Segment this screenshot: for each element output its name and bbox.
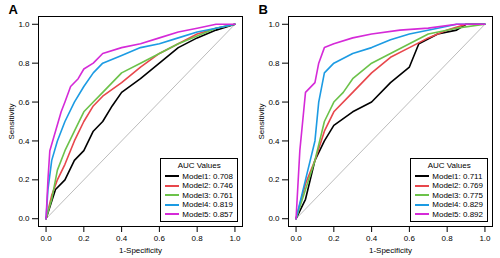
svg-text:Sensitivity: Sensitivity (7, 103, 16, 139)
svg-text:0.6: 0.6 (268, 98, 280, 107)
svg-text:0.0: 0.0 (268, 214, 280, 223)
svg-text:0.6: 0.6 (18, 98, 30, 107)
svg-text:0.2: 0.2 (268, 175, 280, 184)
svg-text:0.2: 0.2 (78, 234, 90, 243)
html-text:Model3: 0.761: Model3: 0.761 (182, 190, 233, 200)
svg-text:A: A (9, 2, 19, 17)
svg-text:0.2: 0.2 (18, 175, 30, 184)
html-text:Model1: 0.711: Model1: 0.711 (432, 171, 483, 181)
svg-text:0.4: 0.4 (268, 137, 280, 146)
html-text:AUC Values: AUC Values (427, 161, 471, 170)
svg-text:0.0: 0.0 (18, 214, 30, 223)
svg-text:1-Specificity: 1-Specificity (369, 246, 412, 255)
svg-text:1.0: 1.0 (229, 234, 241, 243)
svg-text:0.8: 0.8 (268, 59, 280, 68)
svg-text:1.0: 1.0 (479, 234, 491, 243)
svg-text:0.4: 0.4 (366, 234, 378, 243)
svg-text:1.0: 1.0 (268, 20, 280, 29)
svg-text:0.2: 0.2 (328, 234, 340, 243)
html-text:Model4: 0.829: Model4: 0.829 (432, 200, 483, 209)
html-text:Model5: 0.892: Model5: 0.892 (432, 209, 483, 219)
svg-text:0.8: 0.8 (192, 234, 204, 243)
svg-text:0.8: 0.8 (18, 59, 30, 68)
html-text:Model1: 0.708: Model1: 0.708 (182, 171, 233, 181)
svg-text:1.0: 1.0 (18, 20, 30, 29)
svg-text:B: B (259, 2, 268, 17)
svg-text:0.0: 0.0 (290, 234, 302, 243)
html-text:AUC Values: AUC Values (177, 161, 221, 170)
svg-text:0.6: 0.6 (154, 234, 166, 243)
svg-text:1-Specificity: 1-Specificity (119, 246, 162, 255)
svg-text:0.8: 0.8 (442, 234, 454, 243)
html-text:Model2: 0.746: Model2: 0.746 (182, 181, 233, 190)
html-text:Model5: 0.857: Model5: 0.857 (182, 209, 233, 219)
svg-text:0.0: 0.0 (40, 234, 52, 243)
svg-text:0.4: 0.4 (18, 137, 30, 146)
svg-text:0.4: 0.4 (116, 234, 128, 243)
html-text:Model4: 0.819: Model4: 0.819 (182, 200, 233, 209)
svg-text:Sensitivity: Sensitivity (257, 103, 266, 139)
html-text:Model3: 0.775: Model3: 0.775 (432, 190, 483, 200)
html-text:Model2: 0.769: Model2: 0.769 (432, 181, 483, 190)
svg-text:0.6: 0.6 (404, 234, 416, 243)
